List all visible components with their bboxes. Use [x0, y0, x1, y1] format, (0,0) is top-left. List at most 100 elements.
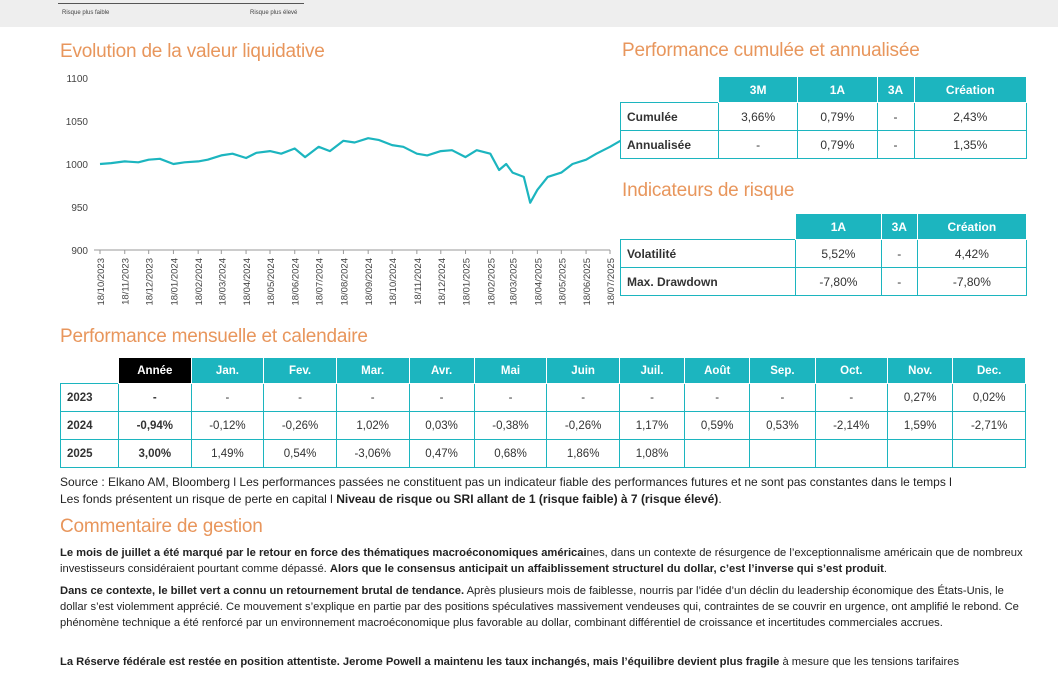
perf-cell: - [876, 130, 915, 159]
nav-series-line [99, 137, 620, 204]
risk-cell: -7,80% [795, 267, 882, 296]
perf-row-label: Annualisée [620, 130, 719, 159]
source-line-end: . [718, 492, 722, 506]
risk-header-1a: 1A [795, 213, 882, 240]
risk-cell: - [880, 239, 918, 268]
x-tick-label: 18/10/2024 [388, 258, 399, 306]
x-tick-label: 18/08/2024 [339, 258, 350, 306]
perf-header-3m: 3M [717, 76, 799, 103]
x-tick-label: 18/11/2023 [121, 258, 132, 305]
monthly-cell: 0,53% [749, 411, 816, 440]
monthly-cell: 1,49% [190, 439, 265, 468]
monthly-cell: 0,59% [684, 411, 751, 440]
commentary-paragraph-1: Le mois de juillet a été marqué par le r… [60, 545, 1025, 577]
monthly-year-label: 2025 [60, 439, 119, 468]
risk-title: Indicateurs de risque [622, 180, 795, 201]
monthly-cell [749, 439, 816, 468]
commentary-p1-text-2: . [883, 563, 887, 575]
monthly-header-month: Oct. [814, 357, 889, 384]
risk-scale-low-label: Risque plus faible [62, 10, 110, 16]
risk-header-3a: 3A [880, 213, 918, 240]
monthly-cell: 1,08% [618, 439, 686, 468]
perf-header-creation: Création [913, 76, 1028, 103]
risk-header-creation: Création [916, 213, 1028, 240]
risk-cell: - [880, 267, 918, 296]
monthly-cell: 0,03% [408, 411, 475, 440]
monthly-header-month: Août [684, 357, 751, 384]
perf-cell: 1,35% [913, 130, 1028, 159]
x-tick-label: 18/11/2024 [413, 258, 424, 305]
risk-cell: 5,52% [795, 239, 882, 268]
monthly-cell [684, 439, 751, 468]
nav-line-chart: 900 950 1000 1050 1100 18/10/2023 18/11/2023 18… [66, 74, 620, 306]
monthly-header-month: Jan. [190, 357, 265, 384]
monthly-year-label: 2023 [60, 383, 119, 412]
monthly-cell: - [473, 383, 548, 412]
monthly-cell: -3,06% [335, 439, 410, 468]
y-tick-label: 900 [71, 246, 88, 257]
monthly-header-month: Mai [473, 357, 548, 384]
x-tick-label: 18/03/2025 [509, 258, 520, 306]
monthly-header-month: Fev. [263, 357, 337, 384]
perf-title: Performance cumulée et annualisée [622, 40, 920, 61]
monthly-cell: - [190, 383, 265, 412]
monthly-header-month: Dec. [952, 357, 1026, 384]
y-tick-label: 950 [71, 203, 88, 214]
table-row: Max. Drawdown -7,80% - -7,80% [620, 267, 1028, 296]
monthly-year-total: - [118, 383, 192, 412]
source-line-1: Source : Elkano AM, Bloomberg l Les perf… [60, 475, 952, 489]
monthly-cell: - [684, 383, 751, 412]
monthly-cell [887, 439, 954, 468]
x-tick-label: 18/07/2024 [315, 258, 326, 306]
monthly-cell: 0,27% [887, 383, 954, 412]
x-tick-label: 18/04/2025 [533, 258, 544, 306]
x-tick-label: 18/06/2024 [291, 258, 302, 306]
monthly-header-month: Nov. [887, 357, 954, 384]
x-tick-label: 18/12/2024 [437, 258, 448, 306]
monthly-cell: 1,02% [335, 411, 410, 440]
risk-scale-rule [58, 3, 304, 4]
x-tick-label: 18/07/2025 [606, 258, 617, 306]
x-tick-label: 18/05/2025 [557, 258, 568, 306]
risk-corner [621, 214, 796, 240]
x-tick-label: 18/01/2024 [169, 258, 180, 306]
perf-cell: 0,79% [797, 130, 878, 159]
table-row: 2023 - - - - - - - - - - - 0,27% 0,02% [60, 383, 1026, 412]
risk-row-label: Volatilité [620, 239, 796, 268]
monthly-year-label: 2024 [60, 411, 119, 440]
commentary-p2-bold: Dans ce contexte, le billet vert a connu… [60, 585, 465, 597]
monthly-header-month: Sep. [749, 357, 816, 384]
commentary-p1-bold-2: Alors que le consensus anticipait un aff… [329, 563, 884, 575]
commentary-title: Commentaire de gestion [60, 516, 263, 537]
monthly-table: Année Jan. Fev. Mar. Avr. Mai Juin Juil.… [60, 357, 1026, 468]
monthly-cell [952, 439, 1026, 468]
monthly-header-month: Juil. [618, 357, 686, 384]
risk-cell: -7,80% [916, 267, 1028, 296]
risk-scale-high-label: Risque plus élevé [250, 10, 298, 16]
table-row: 2024 -0,94% -0,12% -0,26% 1,02% 0,03% -0… [60, 411, 1026, 440]
commentary-p1-bold-1: Le mois de juillet a été marqué par le r… [60, 547, 587, 559]
table-row: Annualisée - 0,79% - 1,35% [620, 130, 1028, 159]
monthly-header-month: Mar. [335, 357, 410, 384]
perf-table: 3M 1A 3A Création Cumulée 3,66% 0,79% - … [620, 76, 1028, 159]
perf-cell: 0,79% [797, 102, 878, 131]
source-risk-level: Niveau de risque ou SRI allant de 1 (ris… [336, 492, 719, 506]
perf-corner [621, 77, 719, 103]
nav-chart-title: Evolution de la valeur liquidative [60, 41, 325, 62]
x-tick-label: 18/05/2024 [266, 258, 277, 306]
risk-row-label: Max. Drawdown [620, 267, 796, 296]
monthly-cell: -2,71% [952, 411, 1026, 440]
x-tick-label: 18/10/2023 [96, 258, 107, 306]
monthly-cell: - [263, 383, 337, 412]
x-tick-label: 18/06/2025 [582, 258, 593, 306]
y-tick-label: 1100 [66, 74, 88, 85]
source-line-2: Les fonds présentent un risque de perte … [60, 492, 337, 506]
perf-cell: 2,43% [913, 102, 1028, 131]
commentary-p3-bold: La Réserve fédérale est restée en positi… [60, 656, 780, 668]
monthly-cell: 0,47% [408, 439, 475, 468]
perf-header-3a: 3A [876, 76, 915, 103]
monthly-cell: - [814, 383, 889, 412]
source-disclaimer: Source : Elkano AM, Bloomberg l Les perf… [60, 474, 1035, 508]
monthly-cell: 0,54% [263, 439, 337, 468]
commentary-paragraph-3: La Réserve fédérale est restée en positi… [60, 654, 1025, 670]
